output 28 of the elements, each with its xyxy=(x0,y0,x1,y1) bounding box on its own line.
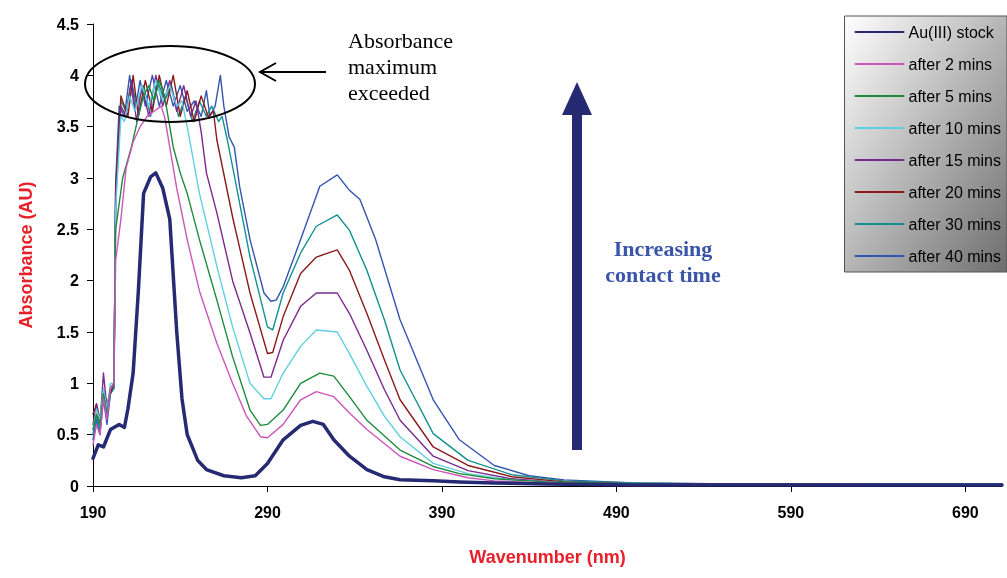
legend-label: after 30 mins xyxy=(908,215,1001,233)
y-tick-label: 2.5 xyxy=(56,220,80,238)
legend-label: after 5 mins xyxy=(908,87,993,105)
x-tick-label: 690 xyxy=(952,503,979,521)
x-tick-label: 590 xyxy=(777,503,805,521)
legend-label: after 40 mins xyxy=(908,247,1001,265)
legend-label: after 15 mins xyxy=(908,151,1001,169)
y-tick-label: 1.5 xyxy=(56,323,80,341)
legend-label: Au(III) stock xyxy=(908,23,995,41)
y-tick-label: 0.5 xyxy=(56,426,80,444)
y-axis-title: Absorbance (AU) xyxy=(16,181,36,329)
y-tick-label: 4 xyxy=(70,66,80,84)
y-tick-label: 4.5 xyxy=(56,15,80,33)
x-tick-label: 490 xyxy=(603,503,630,521)
y-tick-label: 2 xyxy=(70,272,80,290)
legend-label: after 10 mins xyxy=(908,119,1001,137)
annotation: Absorbance maximum exceeded xyxy=(348,28,455,106)
annotation: Increasing contact time xyxy=(604,236,722,288)
x-tick-label: 390 xyxy=(428,503,456,521)
x-axis-title: Wavenumber (nm) xyxy=(469,547,626,567)
x-tick-label: 190 xyxy=(79,503,107,521)
legend-label: after 20 mins xyxy=(908,183,1001,201)
y-tick-label: 0 xyxy=(70,477,80,495)
y-tick-label: 3 xyxy=(70,169,80,187)
x-tick-label: 290 xyxy=(254,503,281,521)
y-tick-label: 1 xyxy=(70,374,80,392)
legend-label: after 2 mins xyxy=(908,55,993,73)
y-tick-label: 3.5 xyxy=(56,118,80,136)
